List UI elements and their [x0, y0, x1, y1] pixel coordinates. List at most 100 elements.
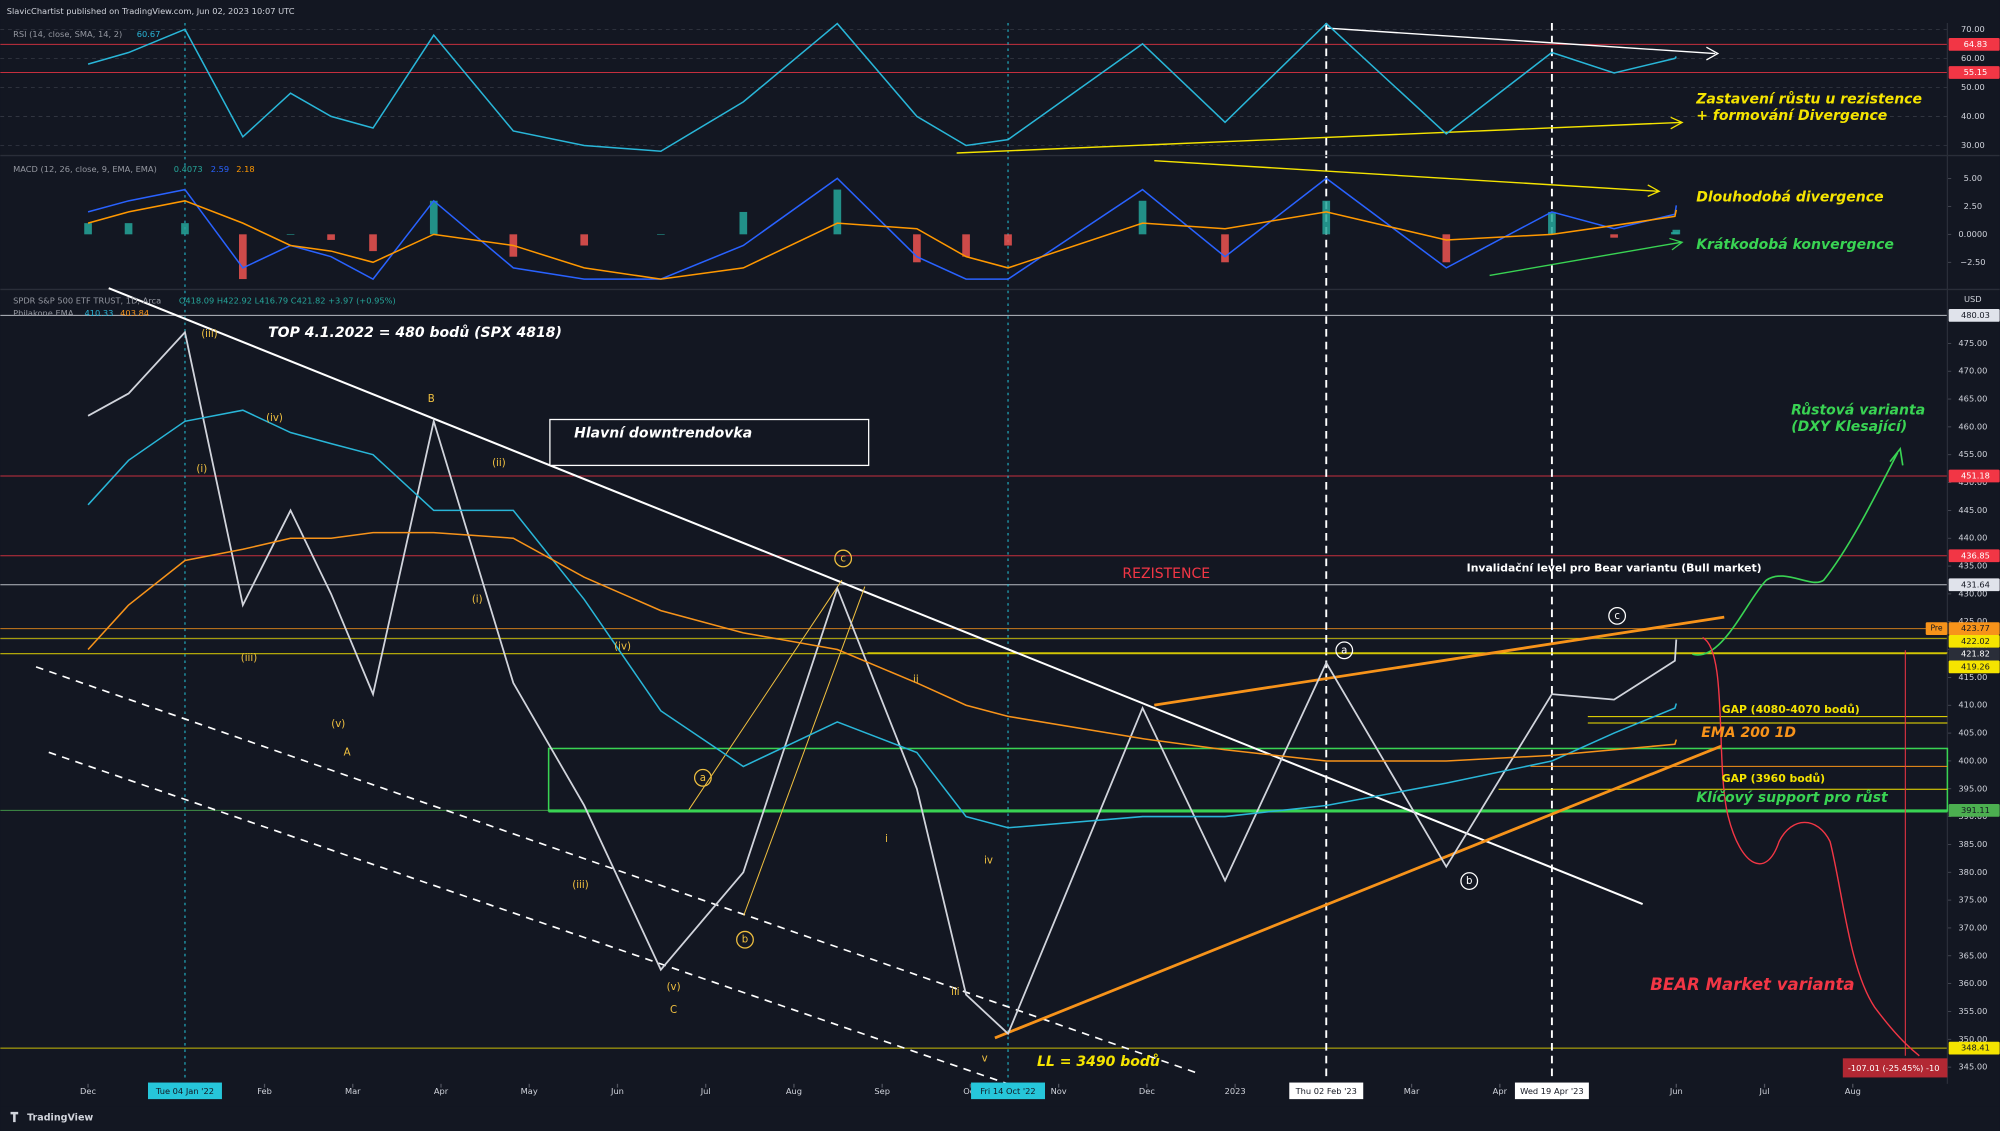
x-tick-label: Feb	[257, 1086, 272, 1096]
y-tick-label: 30.00	[1961, 140, 1985, 150]
level-tag	[1948, 647, 2000, 661]
wave-label: A	[344, 747, 351, 758]
wave-label: (i)	[472, 594, 483, 605]
readout: 60.67	[137, 29, 161, 39]
divergence-line	[956, 121, 1681, 154]
y-tick-label: 460.00	[1958, 421, 1987, 431]
wedge-line	[1154, 615, 1725, 707]
y-tick-label: 380.00	[1958, 867, 1987, 877]
y-tick-label: 40.00	[1961, 111, 1985, 121]
wave-label: (iv)	[614, 641, 631, 652]
annotation: EMA 200 1D	[1701, 725, 1796, 741]
level-tag	[1948, 308, 2000, 322]
wave-label: (iii)	[572, 880, 588, 891]
histogram-bar	[1138, 200, 1147, 235]
annotation: GAP (3960 bodů)	[1722, 772, 1825, 785]
y-tick-label: 430.00	[1958, 588, 1987, 598]
level-tag	[1925, 622, 1948, 635]
y-tick-label: 360.00	[1958, 978, 1987, 988]
divergence-line	[1154, 159, 1658, 192]
annotation-box	[1842, 1058, 1948, 1078]
wave-label: iii	[951, 987, 960, 998]
annotation: Invalidační level pro Bear variantu (Bul…	[1467, 562, 1762, 575]
histogram-bar	[327, 234, 335, 240]
wave-circle	[1335, 641, 1354, 660]
x-tick-label: Aug	[1845, 1086, 1861, 1096]
marker-label: Fri 14 Oct '22	[980, 1086, 1035, 1096]
level-tag	[1948, 622, 2000, 635]
pane-title: SPDR S&P 500 ETF TRUST, 1D, Arca	[13, 295, 161, 305]
annotation: GAP (4080-4070 bodů)	[1722, 703, 1860, 716]
histogram-bar	[1322, 200, 1331, 235]
level-tag-label: Pre	[1930, 624, 1942, 633]
pane-title: MACD (12, 26, close, 9, EMA, EMA)	[13, 164, 157, 174]
wave-label: (i)	[196, 464, 207, 475]
marker-tag	[1514, 1082, 1589, 1100]
y-tick-label: 50.00	[1961, 82, 1985, 92]
histogram-bar	[124, 223, 133, 235]
wave-circle	[1460, 872, 1479, 891]
wave-label: (v)	[331, 719, 345, 730]
annotation: Růstová varianta	[1791, 402, 1925, 419]
marker-tag	[147, 1082, 222, 1100]
bull-scenario	[1692, 452, 1899, 656]
level-tag	[1948, 549, 2000, 563]
histogram-bar	[962, 234, 970, 257]
histogram-bar	[369, 234, 377, 252]
level-label: 480.03	[1961, 310, 1990, 320]
data-layer: 30.00 40.00 50.00 60.00 70.00 64.83 55.15 5.00 2…	[80, 22, 2000, 1100]
arrow-head	[1706, 46, 1720, 61]
level-label: 451.18	[1961, 470, 1990, 480]
convergence-line	[1489, 241, 1682, 277]
wave-label: (ii)	[492, 458, 506, 469]
level-tag	[1948, 469, 2000, 483]
level-label: 64.83	[1964, 39, 1988, 49]
readout: 410.33	[84, 308, 113, 318]
footer-bar	[0, 1106, 2000, 1131]
x-tick-label: Mar	[1404, 1086, 1420, 1096]
y-tick-label: 355.00	[1958, 1006, 1987, 1016]
arrow-head	[1670, 116, 1684, 130]
x-tick-label: Sep	[874, 1086, 890, 1096]
logo	[10, 1111, 19, 1123]
annotation: Dlouhodobá divergence	[1696, 190, 1883, 206]
x-tick-label: Aug	[786, 1086, 802, 1096]
series-line	[87, 200, 1678, 280]
y-tick-label: 2.50	[1964, 201, 1982, 211]
histogram-bar	[1548, 211, 1556, 235]
wave-label: (iii)	[241, 653, 257, 664]
series-line	[87, 22, 1677, 153]
annotation: TOP 4.1.2022 = 480 bodů (SPX 4818)	[268, 324, 562, 341]
y-tick-label: 425.00	[1958, 616, 1987, 626]
marker-label: Wed 19 Apr '23	[1520, 1086, 1584, 1096]
level-label: 419.26	[1961, 661, 1990, 671]
wave-circle	[1608, 606, 1627, 625]
annotation: -107.01 (-25.45%) -10	[1848, 1063, 1940, 1073]
y-tick-label: 475.00	[1958, 338, 1987, 348]
marker-tag	[1289, 1082, 1364, 1100]
y-tick-label: 400.00	[1958, 755, 1987, 765]
wave-label: a	[1341, 645, 1347, 656]
x-tick-label: Dec	[1139, 1086, 1155, 1096]
histogram-bar	[1672, 229, 1681, 235]
y-tick-label: 395.00	[1958, 783, 1987, 793]
wave-label: b	[1466, 876, 1472, 887]
wave-label: (iv)	[266, 413, 283, 424]
level-label: 55.15	[1964, 67, 1988, 77]
level-tag	[1948, 37, 2000, 51]
channel-line	[35, 666, 1200, 1075]
annotation: Zastavení růstu u rezistence	[1695, 90, 1922, 107]
ema-title: Philakone EMA	[13, 308, 74, 318]
x-tick-label: Apr	[434, 1086, 449, 1096]
level-label: 391.11	[1961, 805, 1990, 815]
x-tick-label: Jul	[1759, 1086, 1770, 1096]
arrow-head	[1669, 237, 1684, 251]
histogram-bar	[1004, 234, 1012, 246]
histogram-bar	[1610, 234, 1618, 238]
histogram-bar	[1221, 234, 1229, 263]
wave-circle	[736, 930, 754, 949]
annotation: LL = 3490 bodů	[1037, 1053, 1160, 1070]
